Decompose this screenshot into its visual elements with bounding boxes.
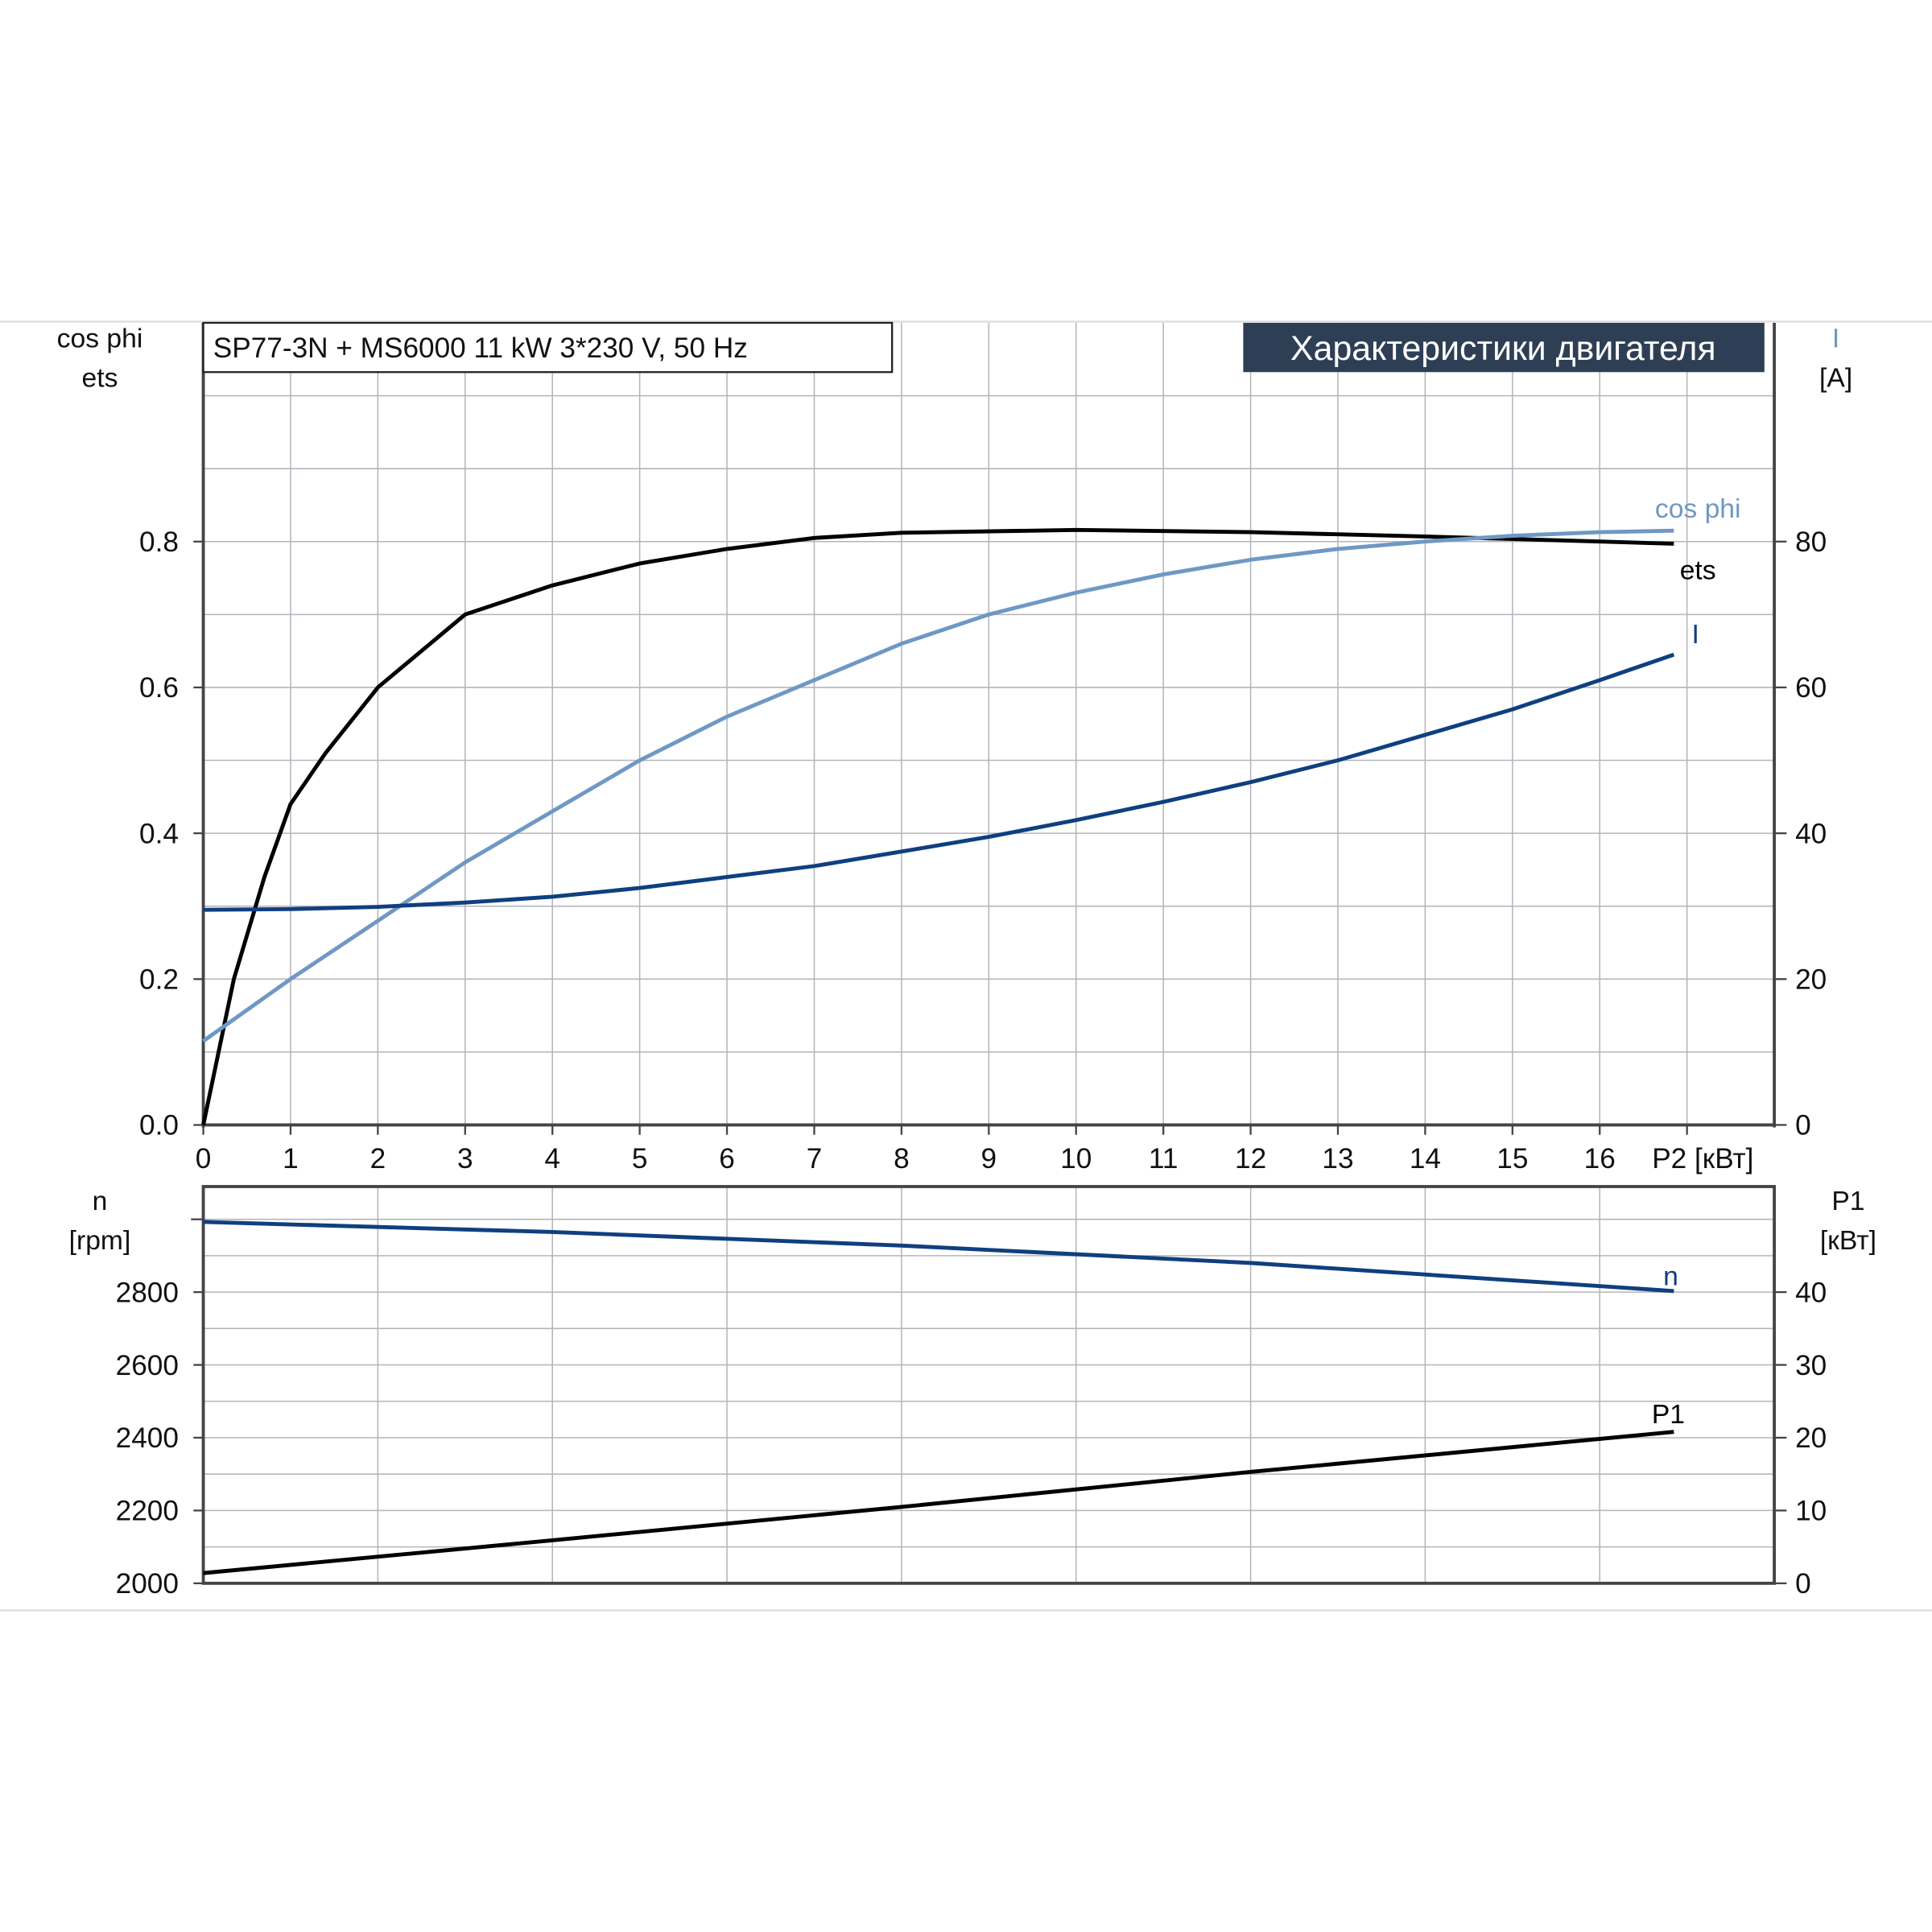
x-tick-label: 3	[457, 1143, 473, 1174]
x-tick-label: 11	[1149, 1143, 1179, 1174]
chart-title: Характеристики двигателя	[1290, 329, 1716, 368]
y-tick-label-left: 2800	[116, 1277, 179, 1308]
y-tick-label-right: 40	[1795, 818, 1827, 849]
series-label-cos-phi: cos phi	[1655, 494, 1741, 524]
x-tick-label: 2	[370, 1143, 386, 1174]
y-tick-label-left: 2000	[116, 1568, 179, 1600]
series-label-p1: P1	[1652, 1400, 1685, 1430]
x-tick-label: 13	[1322, 1143, 1353, 1174]
y-tick-label-right: 40	[1795, 1277, 1827, 1308]
model-label-box	[202, 321, 894, 374]
x-tick-label: 9	[981, 1143, 997, 1174]
lower-plot-frame	[201, 1185, 1776, 1585]
x-tick-label: 6	[719, 1143, 735, 1174]
y-tick-label-right: 10	[1795, 1496, 1827, 1527]
y-axis-label-cos-phi: cos phi	[57, 324, 143, 354]
series-line-cos-phi	[202, 528, 1674, 1043]
y-tick-label-right: 30	[1795, 1350, 1827, 1381]
y-axis-label-p1: P1	[1831, 1187, 1864, 1216]
y-tick-label-right: 20	[1795, 964, 1827, 996]
y-tick-label-left: 2600	[116, 1350, 179, 1381]
x-axis-label: P2 [кВт]	[1652, 1143, 1753, 1174]
y-axis-label-kw: [кВт]	[1820, 1226, 1876, 1256]
y-tick-label-left: 0.4	[139, 818, 179, 849]
title-badge	[1243, 323, 1765, 373]
x-tick-label: 16	[1584, 1143, 1616, 1174]
x-tick-label: 4	[544, 1143, 560, 1174]
x-tick-label: 1	[283, 1143, 299, 1174]
series-label-ets: ets	[1680, 555, 1716, 585]
x-tick-label: 7	[807, 1143, 823, 1174]
y-tick-label-left: 0.2	[139, 964, 179, 996]
y-tick-label-left: 2400	[116, 1422, 179, 1454]
y-axis-label-ets: ets	[82, 364, 118, 394]
series-line-i	[203, 652, 1675, 912]
x-tick-label: 12	[1235, 1143, 1266, 1174]
series-line-p1	[203, 1430, 1674, 1575]
series-line-n	[203, 1220, 1674, 1294]
x-tick-label: 15	[1496, 1143, 1528, 1174]
x-tick-label: 5	[632, 1143, 648, 1174]
y-axis-label-rpm: [rpm]	[69, 1226, 131, 1256]
y-tick-label-left: 0.6	[139, 672, 179, 704]
y-tick-label-left: 0.8	[139, 526, 179, 558]
x-tick-label: 14	[1410, 1143, 1441, 1174]
y-tick-label-right: 0	[1795, 1568, 1811, 1600]
x-tick-label: 0	[196, 1143, 212, 1174]
x-tick-label: 10	[1060, 1143, 1092, 1174]
y-tick-label-left: 2200	[116, 1496, 179, 1527]
y-tick-label-right: 0	[1795, 1110, 1811, 1141]
y-axis-label-amps: [A]	[1819, 364, 1852, 394]
x-tick-label: 8	[894, 1143, 910, 1174]
y-axis-label-current: I	[1832, 324, 1839, 354]
model-label: SP77-3N + MS6000 11 kW 3*230 V, 50 Hz	[213, 332, 748, 364]
series-label-n: n	[1663, 1261, 1678, 1291]
series-label-current: I	[1691, 620, 1699, 650]
y-tick-label-right: 20	[1795, 1422, 1827, 1454]
y-tick-label-right: 80	[1795, 526, 1827, 558]
series-line-ets	[201, 527, 1674, 1125]
y-tick-label-right: 60	[1795, 672, 1827, 704]
y-axis-label-n: n	[93, 1187, 108, 1216]
y-tick-label-left: 0.0	[139, 1110, 179, 1141]
